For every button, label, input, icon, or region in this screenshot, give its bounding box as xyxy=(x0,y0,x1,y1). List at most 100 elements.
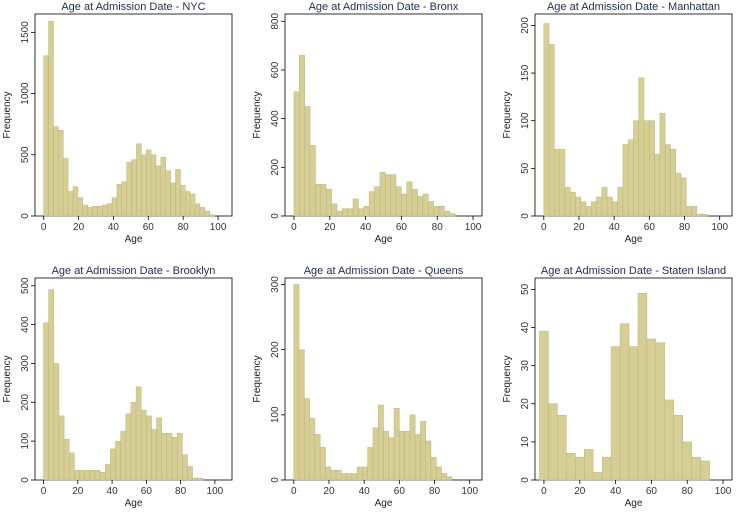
histogram-bar xyxy=(156,417,163,481)
histogram-bar xyxy=(420,421,426,481)
histogram-bar xyxy=(414,434,421,481)
histogram-bar xyxy=(566,453,576,481)
histogram-bar xyxy=(377,404,384,481)
histogram-bar xyxy=(342,208,348,217)
histogram-bar xyxy=(554,149,560,217)
y-axis-label: Frequency xyxy=(2,91,13,138)
histogram-bar xyxy=(161,433,168,481)
histogram-bar xyxy=(125,413,132,481)
histogram-bar xyxy=(135,386,142,481)
y-tick-label: 100 xyxy=(520,112,531,129)
x-tick-label: 100 xyxy=(207,486,224,497)
histogram-bar xyxy=(654,153,661,217)
histogram-bar xyxy=(395,186,402,217)
histogram-bar xyxy=(335,469,342,481)
histogram-bar xyxy=(670,149,676,217)
histogram-bar xyxy=(436,466,442,481)
y-tick-label: 100 xyxy=(270,406,281,423)
x-tick-label: 60 xyxy=(143,222,155,233)
x-axis-label: Age xyxy=(375,498,393,509)
histogram-bar xyxy=(72,186,79,217)
histogram-bar xyxy=(62,158,69,217)
y-tick-label: 50 xyxy=(520,162,531,174)
histogram-bar xyxy=(309,417,316,481)
histogram-bar xyxy=(444,210,451,217)
histogram-bar xyxy=(393,408,400,481)
x-tick-label: 100 xyxy=(715,486,732,497)
histogram-bar xyxy=(69,452,75,481)
x-tick-label: 60 xyxy=(644,222,656,233)
histogram-bar xyxy=(341,473,347,481)
histogram-bar xyxy=(330,469,337,481)
histogram-bar xyxy=(150,154,157,217)
x-axis-label: Age xyxy=(125,234,143,245)
histogram-bar xyxy=(358,208,365,217)
histogram-bar xyxy=(637,293,648,481)
histogram-bar xyxy=(58,415,65,481)
histogram-bar xyxy=(171,437,178,481)
histogram-bar xyxy=(543,23,550,217)
x-axis-label: Age xyxy=(625,498,643,509)
histogram-bar xyxy=(325,188,332,217)
histogram-bar xyxy=(404,430,411,481)
histogram-bar xyxy=(304,106,311,217)
histogram-bar xyxy=(43,322,49,481)
histogram-bar xyxy=(145,149,152,217)
y-tick-label: 800 xyxy=(270,13,281,30)
histogram-bar xyxy=(388,437,395,481)
x-tick-label: 20 xyxy=(324,222,336,233)
histogram-bar xyxy=(422,193,429,217)
histogram-bar xyxy=(548,403,558,481)
histogram-bar xyxy=(176,433,183,481)
histogram-bar xyxy=(633,120,640,217)
histogram-bar xyxy=(409,414,416,481)
histogram-bar xyxy=(140,409,147,481)
histogram-bar xyxy=(319,447,326,481)
histogram-bar xyxy=(673,414,684,481)
x-tick-label: 60 xyxy=(396,222,408,233)
histogram-bar xyxy=(646,338,657,481)
histogram-bar xyxy=(680,177,687,217)
x-tick-label: 40 xyxy=(609,222,621,233)
histogram-bar xyxy=(584,449,594,481)
x-tick-label: 0 xyxy=(291,486,297,497)
histogram-bar xyxy=(701,213,708,217)
x-tick-label: 0 xyxy=(291,222,297,233)
histogram-bar xyxy=(180,185,186,217)
chart-bronx: Age at Admission Date - Bronx02004006008… xyxy=(252,1,483,245)
histogram-bar xyxy=(336,210,343,217)
histogram-bar xyxy=(293,284,300,481)
chart-title: Age at Admission Date - Staten Island xyxy=(541,265,726,277)
chart-manhattan: Age at Admission Date - Manhattan 0 50 100 1… xyxy=(502,1,733,245)
histogram-bar xyxy=(194,203,201,217)
histogram-bar xyxy=(691,456,701,481)
histogram-bar xyxy=(77,197,84,217)
histogram-bar xyxy=(401,193,408,217)
histogram-bar xyxy=(368,191,375,217)
x-tick-label: 0 xyxy=(41,222,47,233)
histogram-bar xyxy=(449,213,456,217)
histogram-bar xyxy=(136,143,142,217)
histogram-bar xyxy=(53,126,59,217)
histogram-bar xyxy=(320,184,327,217)
x-tick-label: 80 xyxy=(432,222,444,233)
y-axis-label: Frequency xyxy=(2,355,13,402)
histogram-bar xyxy=(97,205,103,217)
histogram-bar xyxy=(664,144,671,217)
histogram-bar xyxy=(591,201,597,217)
histogram-bar xyxy=(314,434,321,481)
histogram-bar xyxy=(94,470,101,481)
histogram-bar xyxy=(106,203,113,217)
histogram-bar xyxy=(170,182,176,217)
histogram-bar xyxy=(655,342,666,481)
histogram-bar xyxy=(441,473,448,481)
histogram-bar xyxy=(111,197,118,217)
histogram-bar xyxy=(664,399,675,481)
histogram-bar xyxy=(102,204,108,217)
x-axis-label: Age xyxy=(125,498,143,509)
histogram-bar xyxy=(126,161,132,217)
histogram-bar xyxy=(383,430,390,481)
histogram-bar xyxy=(539,331,549,481)
histogram-bar xyxy=(121,181,127,217)
x-tick-label: 40 xyxy=(107,486,119,497)
